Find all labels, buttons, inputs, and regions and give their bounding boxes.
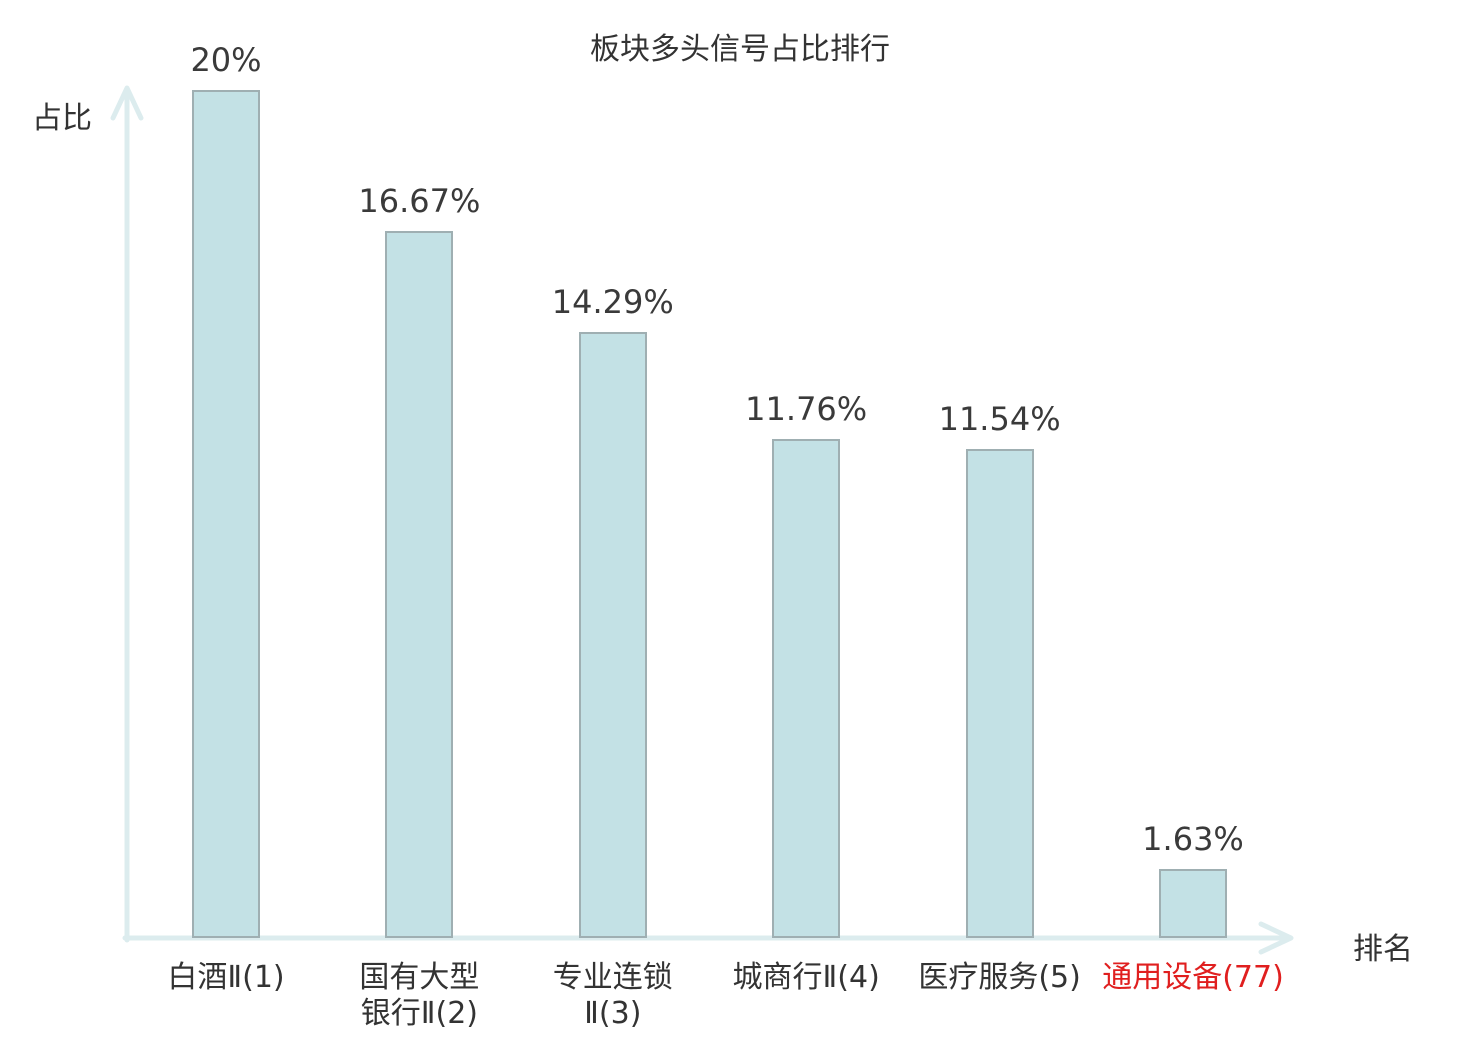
chart-title: 板块多头信号占比排行: [590, 32, 890, 67]
bar: [772, 439, 841, 938]
bar: [965, 448, 1034, 938]
bar-category-label: 医疗服务(5): [918, 960, 1081, 995]
x-axis-arrow-icon: [1258, 921, 1294, 955]
bar-category-label: 国有大型 银行Ⅱ(2): [359, 960, 480, 1031]
x-axis-label: 排名: [1353, 932, 1413, 967]
bar-value-label: 1.63%: [1142, 819, 1244, 858]
bar: [578, 332, 647, 938]
bar-value-label: 20%: [190, 40, 262, 79]
bar-value-label: 14.29%: [551, 282, 674, 321]
bar-category-label: 白酒Ⅱ(1): [167, 960, 285, 995]
y-axis-arrow-icon: [110, 85, 144, 121]
bar-category-label: 通用设备(77): [1102, 960, 1284, 995]
bar-category-label: 城商行Ⅱ(4): [732, 960, 880, 995]
bar: [385, 231, 454, 938]
bar-category-label: 专业连锁 Ⅱ(3): [552, 960, 673, 1031]
bar: [192, 90, 260, 938]
bar-value-label: 16.67%: [358, 182, 481, 221]
bar: [1159, 868, 1227, 938]
y-axis-label: 占比: [32, 101, 92, 136]
bar-value-label: 11.76%: [745, 390, 868, 429]
bar-value-label: 11.54%: [938, 399, 1061, 438]
